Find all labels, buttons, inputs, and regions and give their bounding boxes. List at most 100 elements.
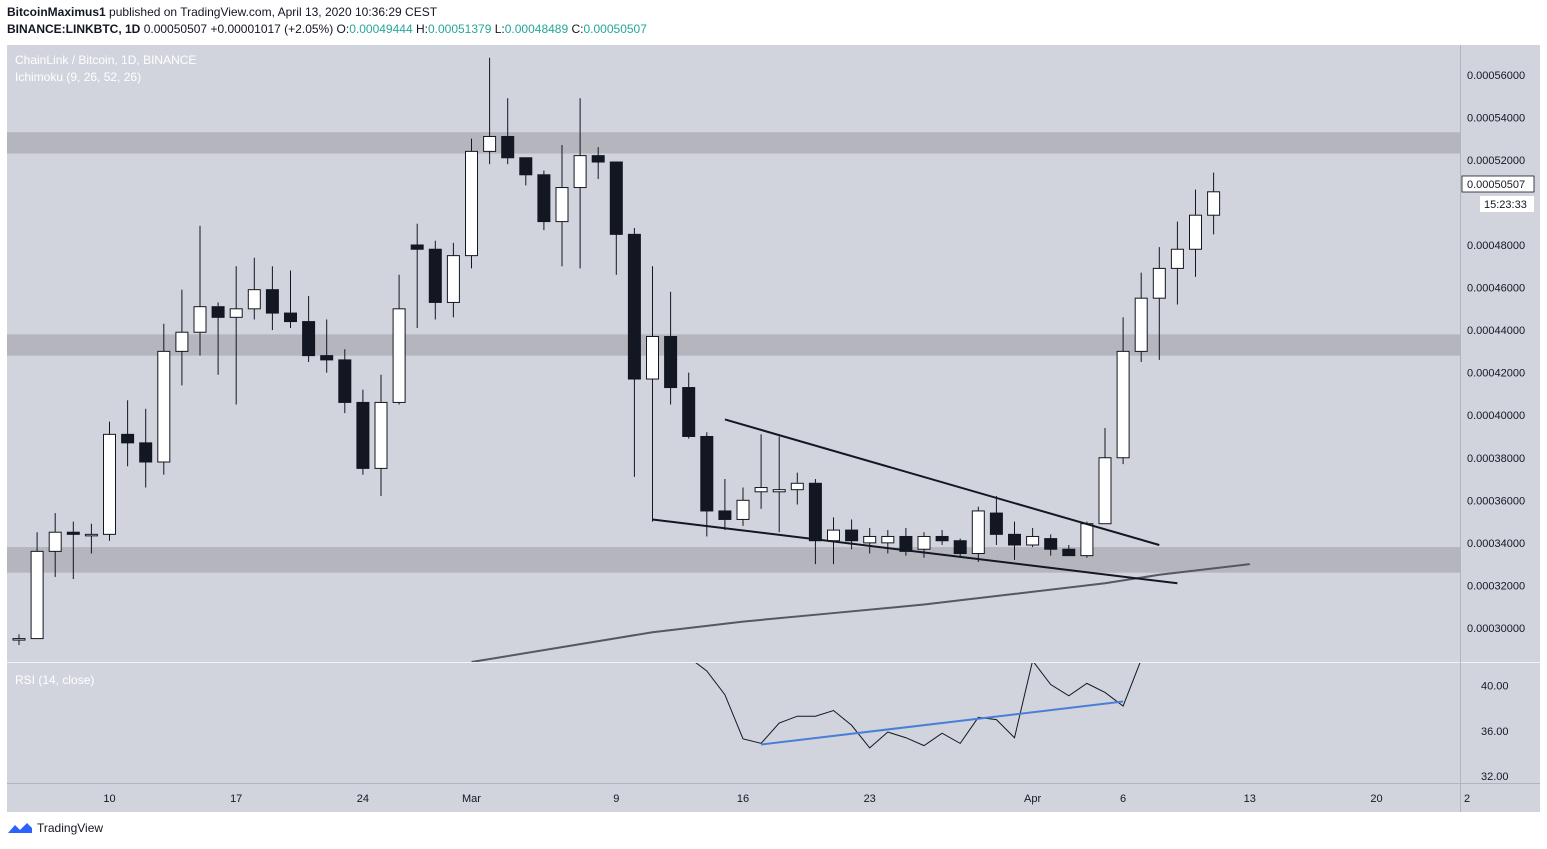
rsi-divergence-trendline[interactable]	[760, 700, 1124, 746]
candle-up[interactable]	[1134, 272, 1148, 363]
author-name[interactable]: BitcoinMaximus1	[7, 5, 106, 19]
candle-down[interactable]	[1044, 534, 1058, 556]
candle-down[interactable]	[537, 170, 551, 231]
candle-body	[808, 482, 822, 542]
candle-up[interactable]	[736, 487, 750, 526]
candle-up[interactable]	[103, 421, 116, 541]
candle-down[interactable]	[356, 389, 370, 475]
candle-up[interactable]	[1080, 521, 1094, 558]
candle-up[interactable]	[1116, 317, 1130, 465]
candle-down[interactable]	[627, 227, 641, 477]
candle-down[interactable]	[211, 302, 225, 375]
candle-body	[446, 255, 460, 303]
candle-down[interactable]	[1062, 544, 1076, 557]
candle-down[interactable]	[700, 432, 714, 537]
support-resistance-zone[interactable]	[7, 132, 1460, 154]
candle-up[interactable]	[229, 266, 243, 405]
candle-up[interactable]	[175, 289, 189, 386]
candle-down[interactable]	[501, 98, 515, 165]
price-change: +0.00001017 (+2.05%)	[210, 22, 334, 36]
candle-up[interactable]	[48, 513, 62, 577]
candle-body	[1044, 538, 1058, 550]
candle-up[interactable]	[157, 323, 171, 475]
candle-down[interactable]	[718, 479, 732, 531]
rsi-layer	[689, 657, 1141, 749]
candle-up[interactable]	[1207, 172, 1221, 235]
high-value: 0.00051379	[427, 22, 492, 36]
candle-up[interactable]	[646, 266, 659, 522]
candle-down[interactable]	[1008, 521, 1021, 560]
candle-up[interactable]	[863, 527, 877, 554]
candle-up[interactable]	[555, 144, 569, 267]
candle-up[interactable]	[1152, 247, 1166, 360]
candle-up[interactable]	[971, 506, 985, 563]
candle-up[interactable]	[193, 225, 207, 356]
candle-down[interactable]	[302, 296, 316, 363]
candle-up[interactable]	[465, 138, 478, 269]
candle-up[interactable]	[790, 472, 804, 505]
candle-down[interactable]	[320, 319, 334, 373]
candle-up[interactable]	[1098, 427, 1112, 525]
candle-up[interactable]	[483, 57, 497, 165]
candle-up[interactable]	[84, 523, 98, 554]
candle-down[interactable]	[808, 479, 822, 565]
candle-body	[211, 306, 225, 318]
candle-up[interactable]	[573, 98, 587, 269]
rsi-legend[interactable]: RSI (14, close)	[15, 673, 94, 687]
candle-up[interactable]	[247, 257, 261, 320]
candle-up[interactable]	[1026, 527, 1040, 548]
candle-up[interactable]	[1189, 189, 1202, 277]
tradingview-logo-icon[interactable]	[7, 821, 33, 835]
candle-body	[1189, 214, 1202, 250]
rsi-axis[interactable]: 40.00 36.00 32.00	[1481, 681, 1509, 784]
candle-down[interactable]	[284, 270, 297, 328]
close-value: 0.00050507	[583, 22, 647, 36]
candle-body	[664, 335, 678, 389]
candle-up[interactable]	[917, 532, 931, 558]
wedge-upper-trendline[interactable]	[724, 418, 1160, 546]
candle-body	[935, 535, 949, 542]
footer-brand[interactable]: TradingView	[37, 821, 104, 835]
candle-body	[1116, 350, 1130, 459]
candle-down[interactable]	[682, 372, 696, 439]
wedge-lower-trendline[interactable]	[652, 518, 1178, 585]
candle-up[interactable]	[446, 242, 460, 318]
candle-down[interactable]	[428, 240, 442, 320]
ichimoku-legend[interactable]: Ichimoku (9, 26, 52, 26)	[15, 70, 141, 84]
candle-down[interactable]	[953, 538, 967, 558]
support-resistance-zone[interactable]	[7, 547, 1460, 573]
candle-down[interactable]	[410, 223, 424, 328]
price-axis[interactable]: 0.00056000 0.00054000 0.00052000 0.00048000…	[1467, 70, 1525, 635]
candle-down[interactable]	[609, 161, 623, 275]
candle-down[interactable]	[989, 496, 1003, 545]
candle-down[interactable]	[121, 400, 135, 467]
candle-down[interactable]	[935, 530, 949, 545]
candle-down[interactable]	[265, 266, 279, 331]
close-label: C:	[571, 22, 584, 36]
zones-layer	[7, 132, 1460, 573]
candle-body	[356, 401, 370, 469]
candle-up[interactable]	[392, 274, 406, 405]
candle-body	[12, 638, 26, 641]
ichimoku-span-line[interactable]	[471, 563, 1250, 662]
rsi-line[interactable]	[689, 657, 1141, 749]
price-tick-label: 0.00034000	[1467, 538, 1525, 550]
candle-up[interactable]	[374, 374, 388, 497]
support-resistance-zone[interactable]	[7, 334, 1460, 356]
candle-down[interactable]	[66, 521, 80, 580]
candle-up[interactable]	[30, 532, 44, 640]
candle-down[interactable]	[519, 157, 533, 186]
candle-up[interactable]	[772, 436, 786, 533]
rsi-pane-background	[7, 663, 1460, 783]
candle-up[interactable]	[881, 530, 895, 554]
time-axis[interactable]: 10 17 24 Mar 9 16 23 Apr 6 13 20 2	[103, 793, 1470, 805]
candle-down[interactable]	[338, 349, 352, 414]
candle-up[interactable]	[12, 634, 26, 645]
candle-down[interactable]	[664, 291, 678, 405]
candle-body	[827, 529, 840, 542]
candle-up[interactable]	[754, 434, 768, 509]
candle-down[interactable]	[139, 408, 153, 488]
candle-up[interactable]	[1170, 221, 1184, 305]
candle-down[interactable]	[591, 147, 605, 180]
